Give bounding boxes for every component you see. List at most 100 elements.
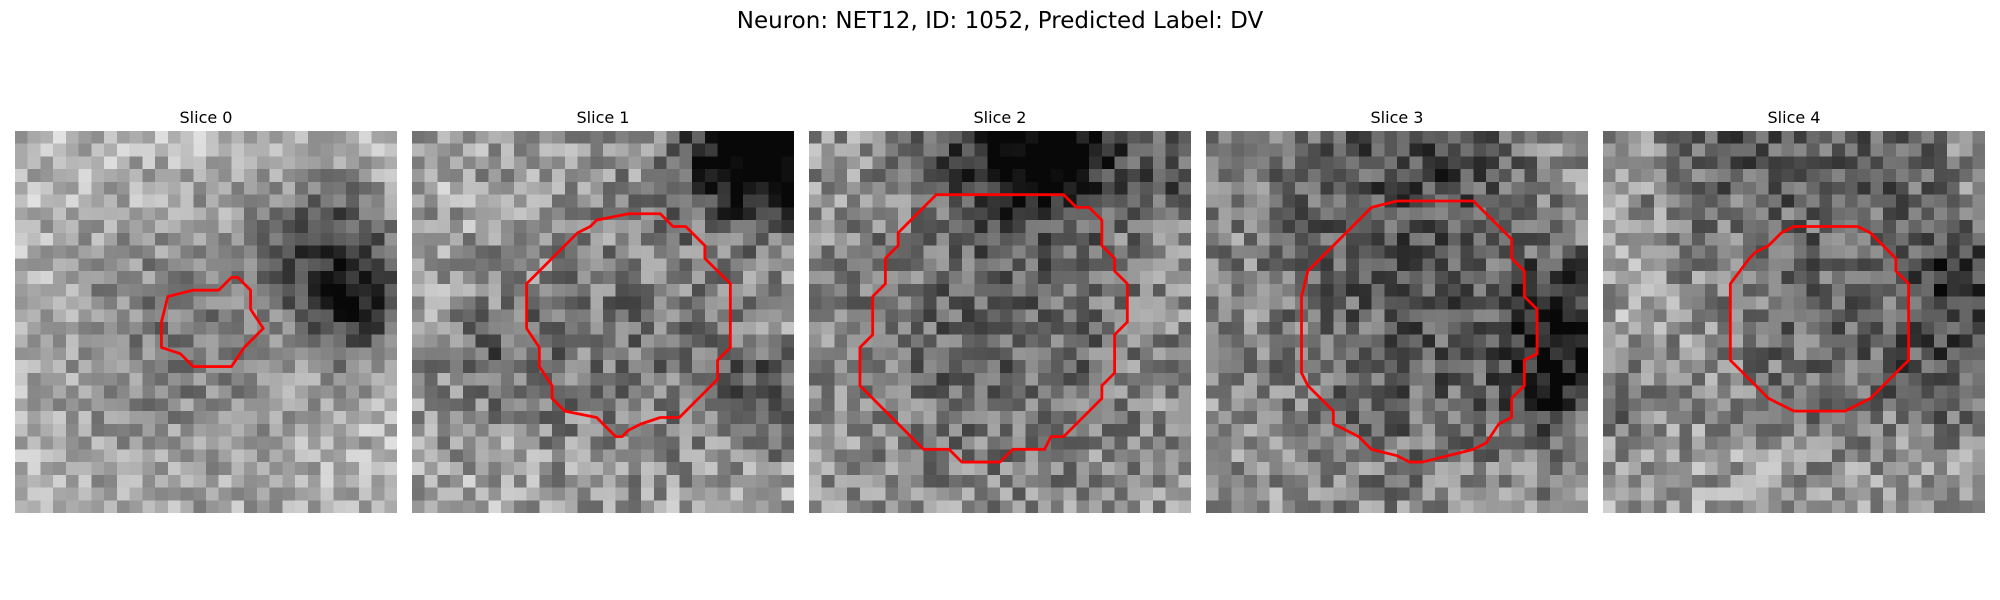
pixel: [116, 258, 130, 272]
pixel: [923, 334, 937, 348]
pixel: [1575, 322, 1588, 335]
pixel: [1844, 462, 1858, 476]
pixel: [282, 207, 296, 221]
pixel: [1704, 385, 1718, 399]
pixel: [180, 334, 194, 348]
pixel: [885, 131, 899, 144]
pixel: [1562, 360, 1576, 374]
pixel: [872, 322, 886, 335]
pixel: [1371, 181, 1385, 195]
pixel: [1447, 271, 1461, 285]
pixel: [295, 169, 309, 183]
pixel: [1486, 322, 1500, 335]
pixel: [1781, 360, 1795, 374]
pixel: [320, 372, 334, 386]
pixel: [1870, 500, 1884, 513]
pixel: [218, 347, 232, 361]
pixel: [1152, 271, 1166, 285]
pixel: [1959, 347, 1973, 361]
pixel: [256, 296, 270, 310]
pixel: [1794, 258, 1807, 272]
pixel: [666, 462, 680, 476]
pixel: [282, 194, 296, 208]
pixel: [346, 500, 360, 513]
pixel: [526, 462, 540, 476]
pixel: [384, 449, 397, 463]
pixel: [923, 423, 937, 437]
pixel: [1615, 271, 1629, 285]
pixel: [872, 385, 886, 399]
pixel: [244, 156, 258, 170]
pixel: [910, 372, 924, 386]
pixel: [526, 194, 540, 208]
pixel: [743, 500, 757, 513]
pixel: [743, 334, 757, 348]
pixel: [1409, 207, 1423, 221]
pixel: [116, 360, 130, 374]
pixel: [539, 423, 553, 437]
pixel: [1397, 169, 1410, 183]
pixel: [692, 296, 706, 310]
pixel: [847, 220, 861, 234]
pixel: [552, 296, 566, 310]
pixel: [1371, 436, 1385, 450]
pixel: [603, 322, 616, 335]
pixel: [513, 232, 527, 246]
pixel: [307, 271, 321, 285]
pixel: [1641, 181, 1655, 195]
pixel: [1603, 322, 1616, 335]
pixel: [15, 360, 28, 374]
pixel: [539, 220, 553, 234]
pixel: [488, 385, 502, 399]
pixel: [1244, 322, 1258, 335]
pixel: [450, 169, 464, 183]
pixel: [615, 474, 629, 488]
pixel: [987, 296, 1001, 310]
pixel: [1038, 462, 1052, 476]
pixel: [1972, 385, 1985, 399]
pixel: [730, 347, 744, 361]
pixel: [1730, 156, 1744, 170]
pixel: [910, 385, 924, 399]
pixel: [1524, 220, 1538, 234]
pixel: [1140, 474, 1154, 488]
pixel: [307, 220, 321, 234]
pixel: [961, 156, 975, 170]
pixel: [1460, 423, 1474, 437]
pixel: [1628, 360, 1642, 374]
pixel: [155, 360, 169, 374]
pixel: [1946, 220, 1960, 234]
pixel: [809, 423, 822, 437]
pixel: [1282, 385, 1296, 399]
pixel: [167, 169, 181, 183]
pixel: [206, 169, 219, 183]
pixel: [704, 347, 718, 361]
pixel: [15, 232, 28, 246]
pixel: [1089, 423, 1103, 437]
pixel: [1717, 462, 1731, 476]
pixel: [1653, 334, 1667, 348]
pixel: [628, 411, 642, 425]
pixel: [1140, 245, 1154, 259]
pixel: [1422, 436, 1436, 450]
pixel: [1603, 271, 1616, 285]
pixel: [603, 449, 616, 463]
pixel: [1883, 334, 1897, 348]
pixel: [628, 156, 642, 170]
pixel: [1371, 411, 1385, 425]
pixel: [1704, 194, 1718, 208]
pixel: [424, 487, 438, 501]
pixel: [885, 169, 899, 183]
pixel: [1511, 449, 1525, 463]
pixel: [821, 436, 835, 450]
pixel: [809, 360, 822, 374]
pixel: [526, 220, 540, 234]
pixel: [1679, 462, 1693, 476]
pixel: [206, 423, 219, 437]
pixel: [961, 487, 975, 501]
pixel: [27, 245, 41, 259]
pixel: [371, 487, 385, 501]
pixel: [1934, 385, 1948, 399]
pixel: [923, 181, 937, 195]
pixel: [65, 194, 79, 208]
